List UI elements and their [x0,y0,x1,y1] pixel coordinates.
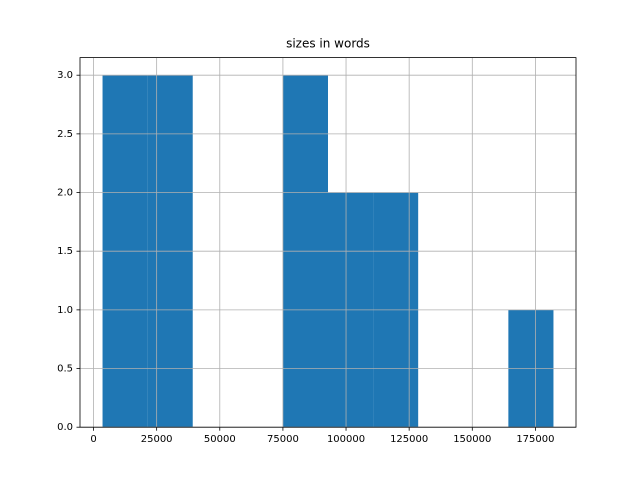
x-tick-label: 75000 [267,434,299,445]
plot-frame [79,57,577,428]
x-tick-label: 175000 [516,434,554,445]
chart-title: sizes in words [286,37,370,51]
y-tick-label: 1.5 [57,246,73,257]
x-tick-label: 125000 [390,434,428,445]
y-tick-label: 1.0 [57,305,73,316]
y-tick-label: 0.5 [57,364,73,375]
x-tick-label: 0 [90,434,96,445]
y-tick-label: 3.0 [57,70,73,81]
x-tick-label: 25000 [141,434,173,445]
x-tick-label: 150000 [453,434,491,445]
y-tick-label: 0.0 [57,422,73,433]
x-tick-label: 50000 [204,434,236,445]
y-tick-label: 2.5 [57,129,73,140]
y-tick-label: 2.0 [57,188,73,199]
x-tick-label: 100000 [327,434,365,445]
